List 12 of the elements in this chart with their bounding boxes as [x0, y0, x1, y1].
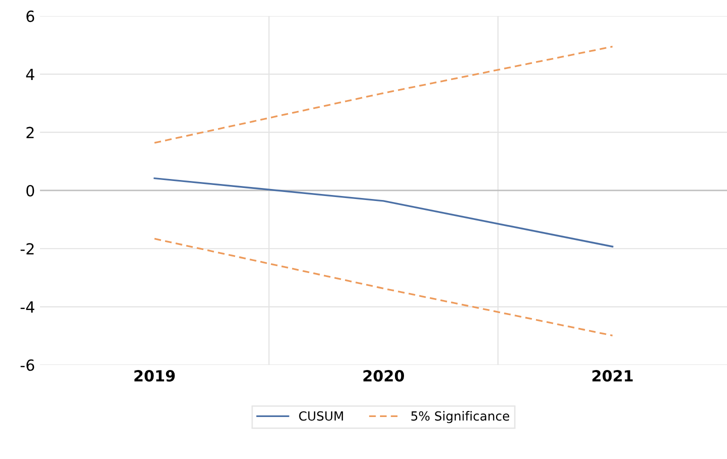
y-tick-label: -4 [20, 301, 34, 313]
legend-label: CUSUM [299, 411, 343, 421]
y-tick-label: 2 [26, 126, 34, 138]
y-tick-label: -2 [20, 243, 34, 254]
y-tick-label: 4 [26, 68, 34, 80]
legend-label: 5% Significance [411, 411, 510, 424]
x-tick-label: 2019 [134, 370, 175, 382]
y-tick-label: 0 [26, 184, 34, 197]
x-tick-label: 2021 [592, 370, 633, 382]
y-tick-label: 6 [26, 10, 34, 22]
y-tick-label: -6 [20, 359, 34, 371]
x-tick-label: 2020 [363, 370, 404, 382]
